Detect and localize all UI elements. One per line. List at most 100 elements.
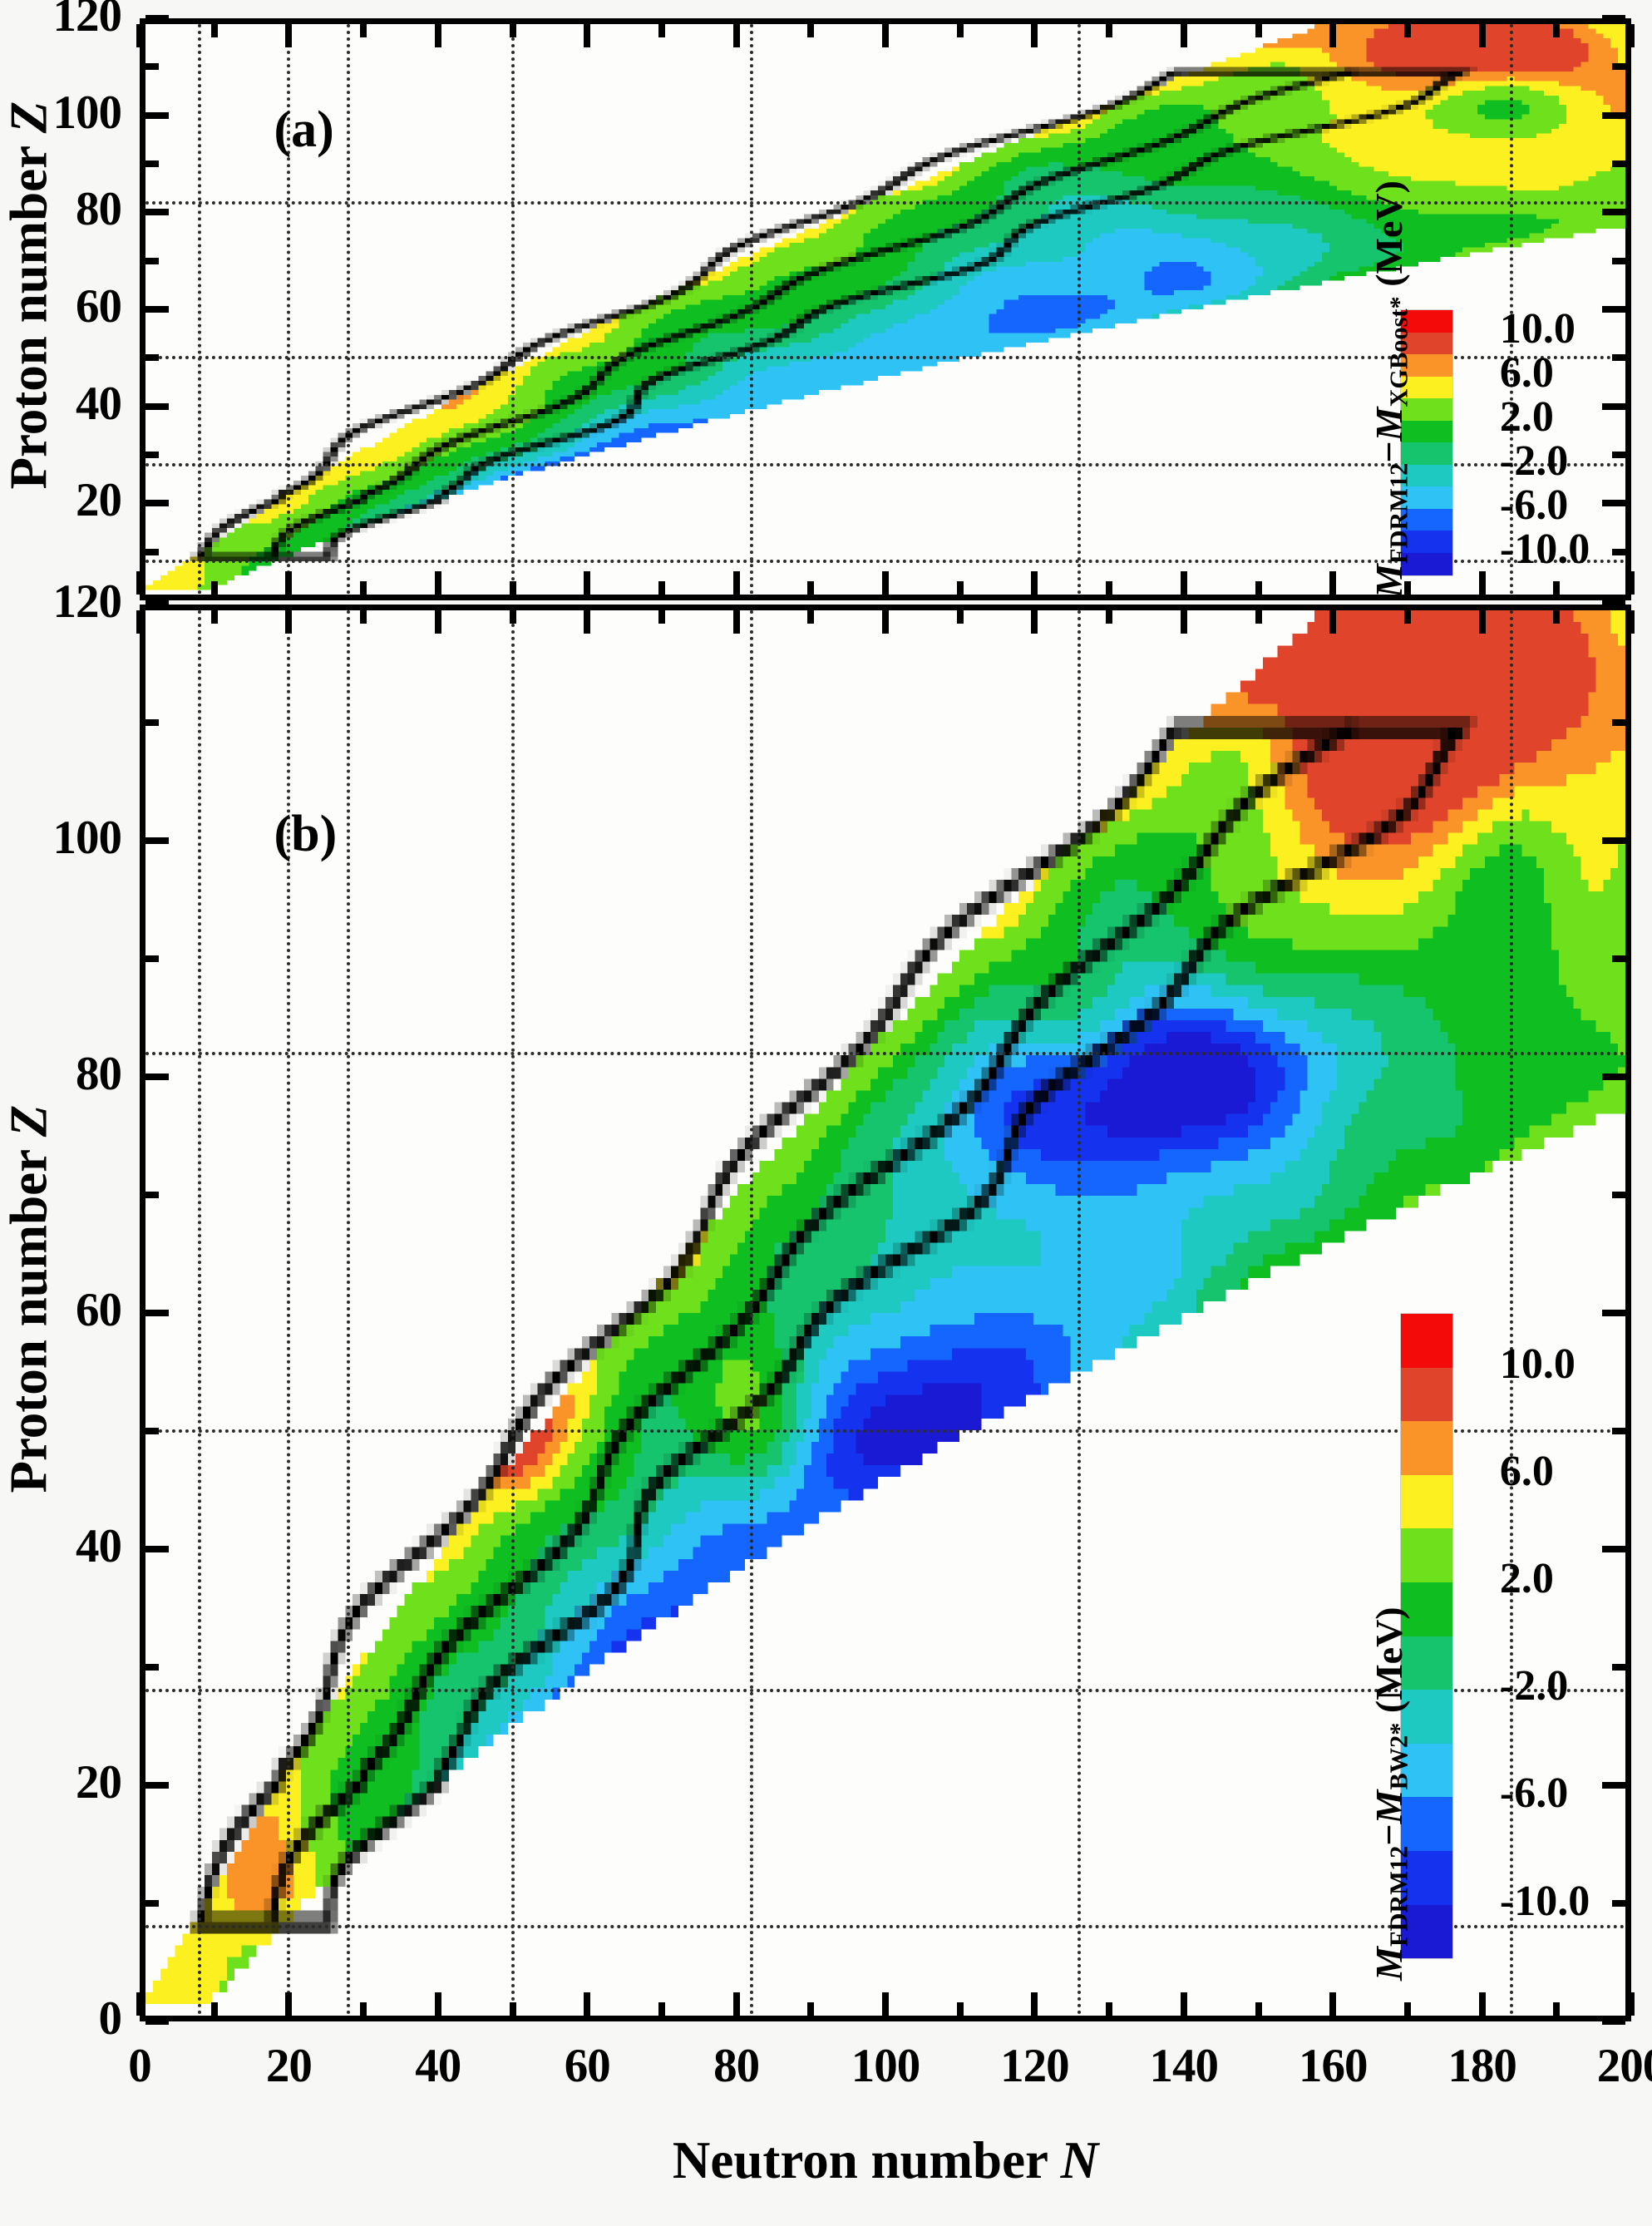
colorbar-band-4 bbox=[1400, 398, 1452, 421]
gridline-magic-N-20 bbox=[287, 24, 291, 595]
xtick-top-140 bbox=[1180, 24, 1187, 47]
ytick-left-30 bbox=[145, 1664, 159, 1671]
ytick-right-20 bbox=[1602, 500, 1625, 507]
xtick-bottom-140 bbox=[1180, 1992, 1187, 2016]
ytick-right-30 bbox=[1612, 452, 1625, 458]
xtick-bottom-120 bbox=[1031, 1992, 1038, 2016]
ytick-right-60 bbox=[1602, 1310, 1625, 1316]
xtick-top-150 bbox=[1255, 610, 1262, 624]
ytick-right-0 bbox=[1602, 2018, 1625, 2025]
xtick-bottom-190 bbox=[1553, 581, 1561, 595]
gridline-magic-Z-50 bbox=[145, 1429, 1625, 1433]
xtick-bottom-160 bbox=[1329, 1992, 1337, 2016]
xtick-bottom-180 bbox=[1478, 1992, 1486, 2016]
colorbar-tick-label-2-0: 2.0 bbox=[1499, 1555, 1554, 1603]
y-axis-symbol: Z bbox=[0, 101, 58, 134]
xtick-top-160 bbox=[1329, 610, 1337, 634]
colorbar-band-0 bbox=[1400, 310, 1452, 333]
xtick-bottom-40 bbox=[434, 1992, 441, 2016]
xtick-bottom-90 bbox=[807, 581, 815, 595]
ytick-left-100 bbox=[145, 111, 169, 119]
xtick-top-160 bbox=[1329, 24, 1337, 47]
xtick-bottom-200 bbox=[1628, 1992, 1635, 2016]
colorbar-band-11 bbox=[1400, 553, 1452, 575]
ytick-left-40 bbox=[145, 1546, 169, 1552]
gridline-magic-N-126 bbox=[1077, 610, 1082, 2016]
y-tick-label-60: 60 bbox=[76, 1284, 122, 1336]
xtick-top-180 bbox=[1478, 610, 1486, 634]
colorbar-band-10 bbox=[1400, 531, 1452, 554]
gridline-magic-N-50 bbox=[510, 610, 515, 2016]
ytick-left-110 bbox=[145, 63, 159, 71]
y-axis-title-b: Proton number Z bbox=[0, 1105, 60, 1493]
ytick-left-80 bbox=[145, 209, 169, 216]
xtick-top-100 bbox=[882, 610, 889, 634]
xtick-top-40 bbox=[434, 24, 441, 47]
ytick-left-10 bbox=[145, 548, 159, 555]
ytick-right-110 bbox=[1612, 63, 1625, 71]
x-axis-symbol: N bbox=[1060, 2131, 1099, 2189]
xtick-bottom-20 bbox=[285, 571, 293, 595]
xtick-top-90 bbox=[807, 610, 815, 624]
ytick-left-30 bbox=[145, 452, 159, 458]
ytick-right-40 bbox=[1602, 402, 1625, 410]
xtick-bottom-10 bbox=[210, 581, 218, 595]
xtick-top-70 bbox=[658, 610, 665, 624]
xtick-top-50 bbox=[509, 24, 516, 37]
xtick-bottom-0 bbox=[136, 571, 143, 595]
xtick-bottom-50 bbox=[509, 581, 516, 595]
x-axis-title-text: Neutron number bbox=[672, 2131, 1061, 2189]
xtick-bottom-80 bbox=[732, 571, 740, 595]
ytick-right-40 bbox=[1602, 1546, 1625, 1552]
ytick-right-70 bbox=[1612, 257, 1625, 264]
ytick-left-100 bbox=[145, 837, 169, 844]
gridline-magic-N-28 bbox=[347, 610, 351, 2016]
xtick-top-170 bbox=[1403, 610, 1411, 624]
panel-label-a: (a) bbox=[274, 101, 334, 159]
colorbar-band-7 bbox=[1400, 1690, 1452, 1744]
xtick-top-140 bbox=[1180, 610, 1187, 634]
colorbar-band-0 bbox=[1400, 1314, 1452, 1368]
x-tick-label-180: 180 bbox=[1447, 2040, 1517, 2092]
y-tick-label-100: 100 bbox=[52, 812, 123, 864]
ytick-right-100 bbox=[1602, 111, 1625, 119]
colorbar-tick-label-6-0: 6.0 bbox=[1499, 1447, 1554, 1495]
colorbar-band-5 bbox=[1400, 420, 1452, 443]
xtick-bottom-60 bbox=[584, 1992, 591, 2016]
xtick-top-100 bbox=[882, 24, 889, 47]
xtick-bottom-160 bbox=[1329, 571, 1337, 595]
ytick-right-60 bbox=[1602, 306, 1625, 313]
colorbar-tick-label-6-0: 6.0 bbox=[1499, 348, 1554, 397]
ytick-left-90 bbox=[145, 160, 159, 167]
ytick-left-90 bbox=[145, 955, 159, 962]
colorbar-band-6 bbox=[1400, 442, 1452, 465]
xtick-bottom-80 bbox=[732, 1992, 740, 2016]
xtick-top-80 bbox=[732, 610, 740, 634]
colorbar-band-3 bbox=[1400, 1474, 1452, 1529]
y-tick-label-120: 120 bbox=[52, 575, 123, 628]
xtick-bottom-60 bbox=[584, 571, 591, 595]
colorbar-tick-label-2-0: 2.0 bbox=[1499, 392, 1554, 441]
xtick-bottom-110 bbox=[956, 2002, 964, 2016]
y-tick-label-60: 60 bbox=[76, 280, 122, 333]
xtick-bottom-120 bbox=[1031, 571, 1038, 595]
ytick-left-40 bbox=[145, 402, 169, 410]
ytick-right-70 bbox=[1612, 1192, 1625, 1198]
ytick-right-30 bbox=[1612, 1664, 1625, 1671]
colorbar-minus: − bbox=[1367, 1824, 1410, 1846]
y-tick-label-20: 20 bbox=[76, 474, 122, 527]
xtick-top-130 bbox=[1106, 24, 1113, 37]
xtick-bottom-0 bbox=[136, 1992, 143, 2016]
gridline-magic-N-20 bbox=[287, 610, 291, 2016]
xtick-bottom-90 bbox=[807, 2002, 815, 2016]
colorbar-tick-label-10-0: 10.0 bbox=[1499, 1340, 1576, 1388]
colorbar-tick-label-10-0: 10.0 bbox=[1499, 304, 1576, 353]
ytick-left-120 bbox=[145, 601, 169, 608]
colorbar-tick-label--6-0: -6.0 bbox=[1499, 481, 1569, 529]
colorbar-band-9 bbox=[1400, 508, 1452, 531]
gridline-magic-N-82 bbox=[749, 610, 753, 2016]
gridline-magic-N-8 bbox=[197, 610, 201, 2016]
gridline-magic-N-50 bbox=[510, 24, 515, 595]
